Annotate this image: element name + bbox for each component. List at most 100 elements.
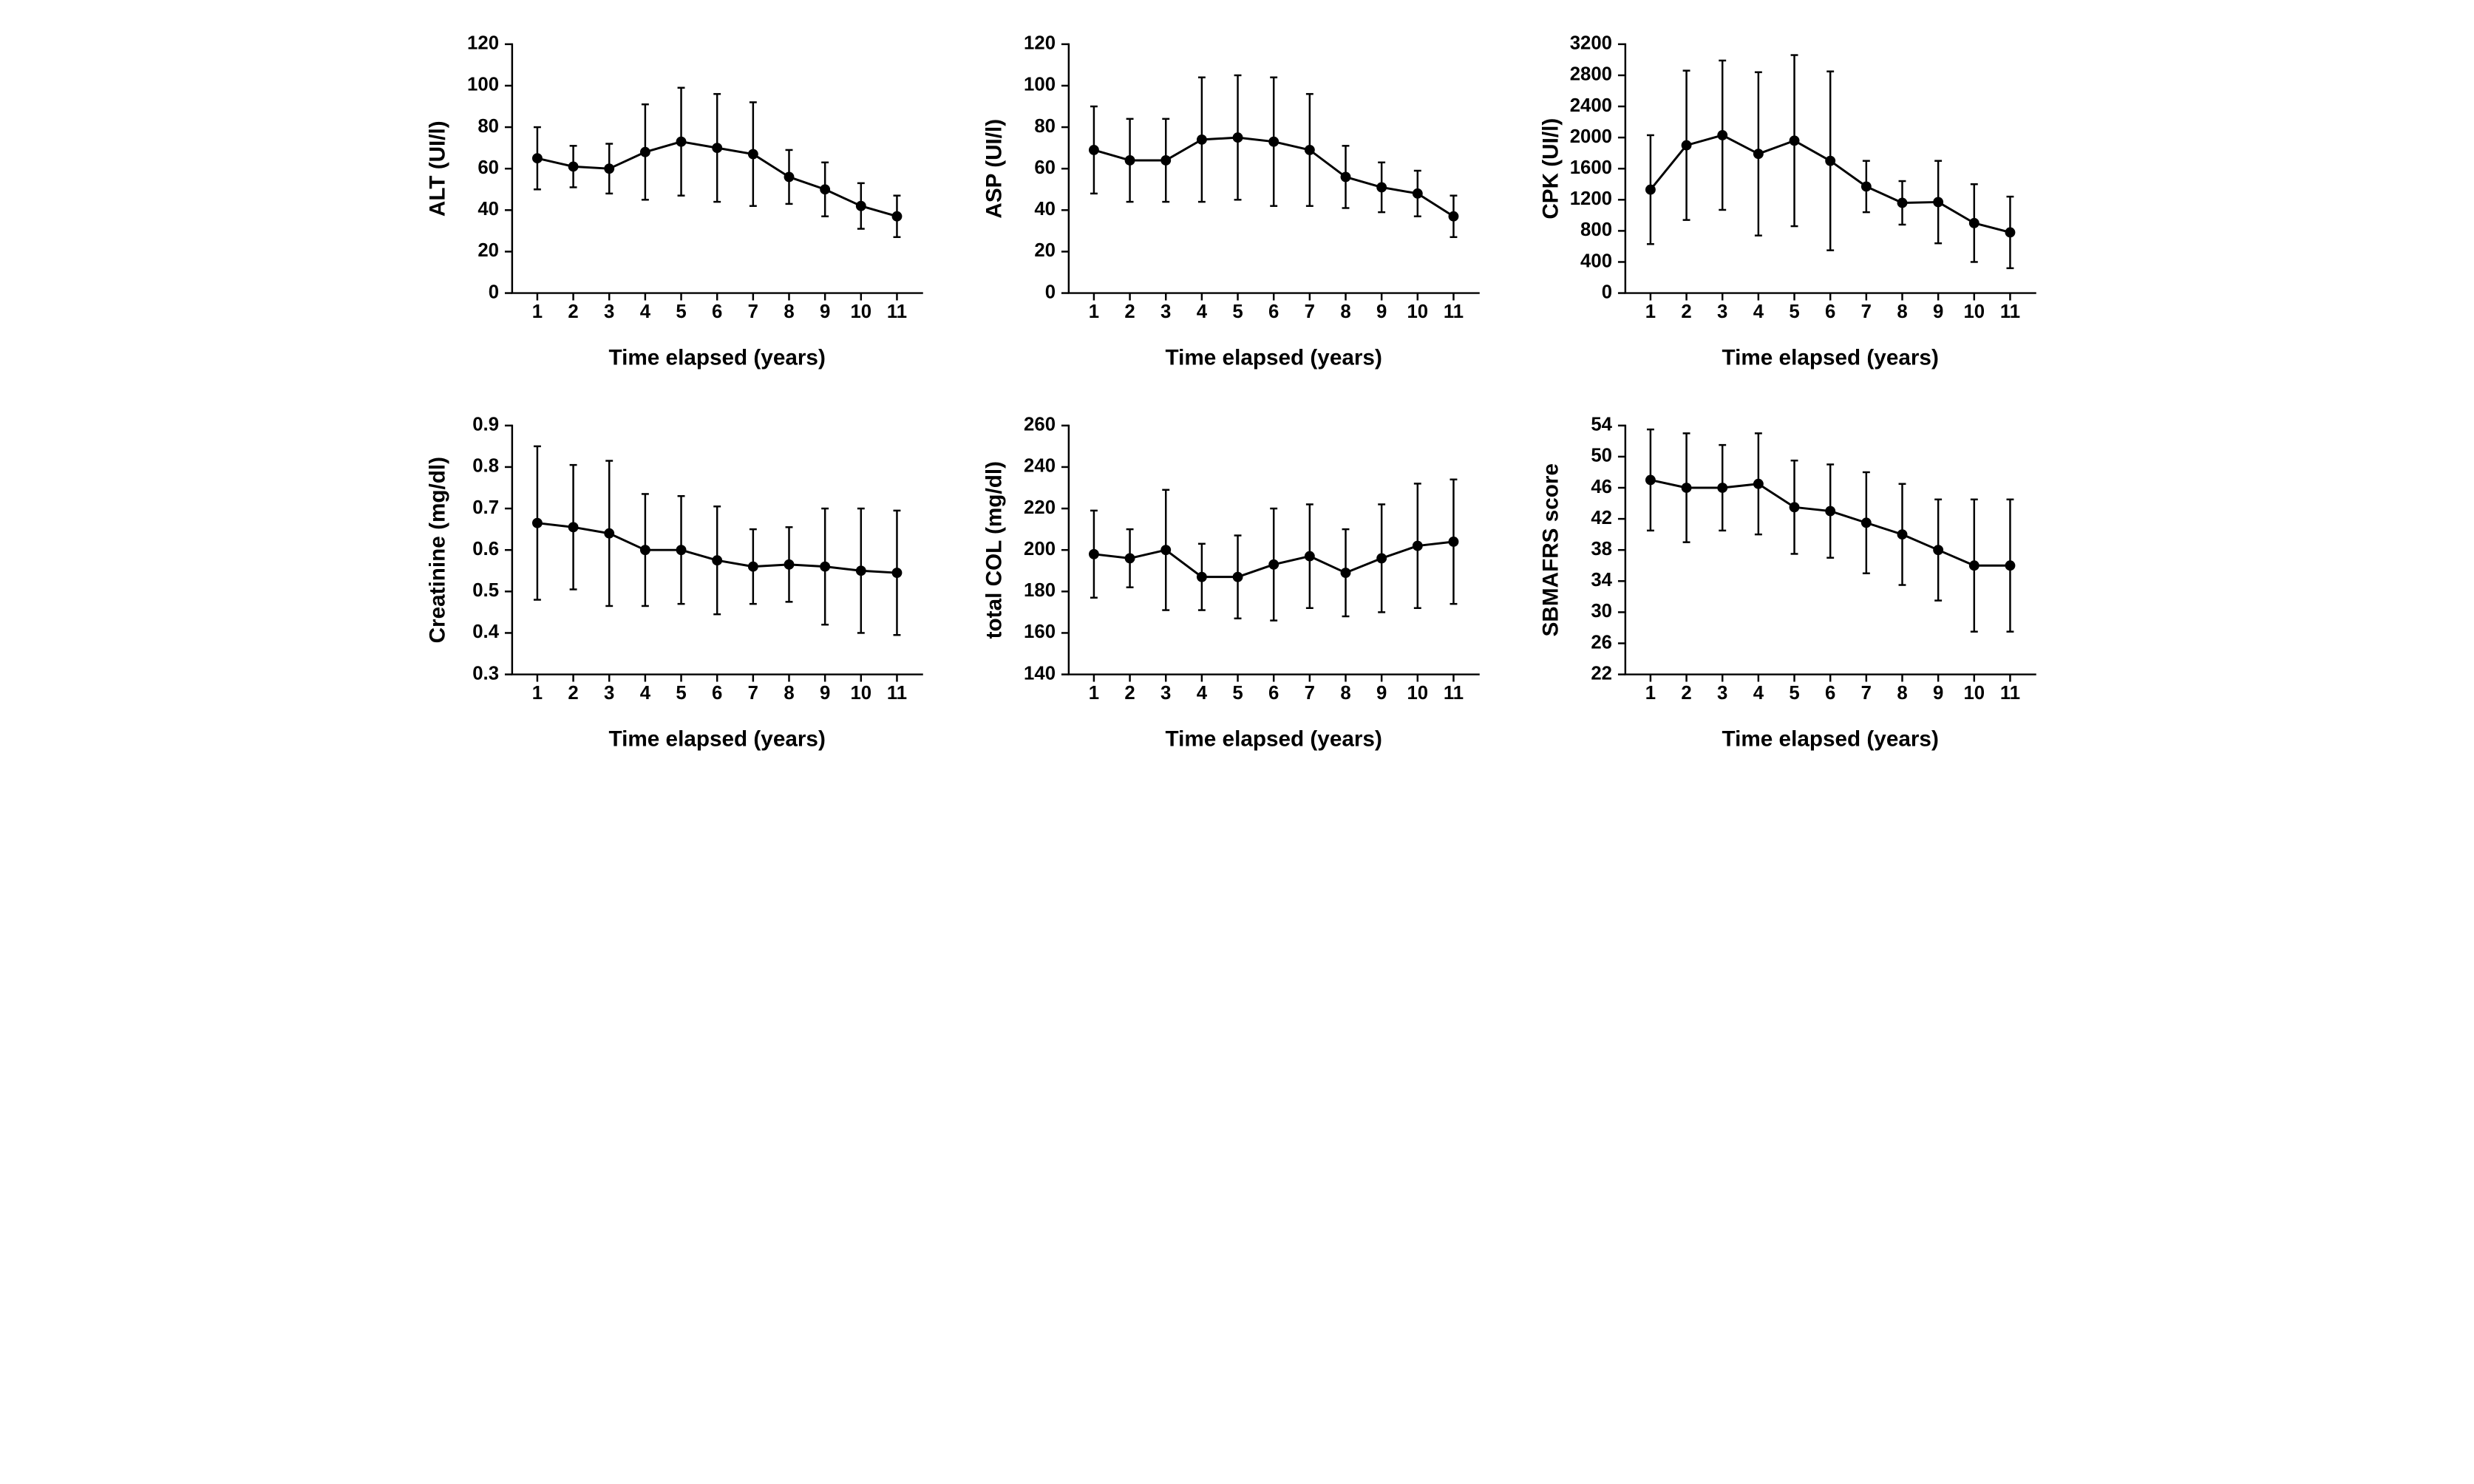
svg-text:60: 60 [1034, 157, 1056, 178]
svg-text:50: 50 [1591, 445, 1613, 466]
svg-text:7: 7 [1861, 683, 1872, 704]
svg-text:8: 8 [784, 683, 794, 704]
svg-text:26: 26 [1591, 632, 1613, 653]
chart-grid: 0204060801001201234567891011ALT (UI/l)Ti… [424, 30, 2050, 755]
x-axis-label: Time elapsed (years) [1165, 346, 1382, 370]
svg-text:8: 8 [784, 302, 794, 322]
svg-text:7: 7 [1861, 302, 1872, 322]
svg-text:2: 2 [1682, 683, 1692, 704]
svg-text:22: 22 [1591, 663, 1613, 684]
svg-text:0.6: 0.6 [472, 538, 499, 559]
panel-cpk: 0400800120016002000240028003200123456789… [1537, 30, 2050, 374]
svg-text:11: 11 [886, 302, 906, 322]
y-axis-label: SBMAFRS score [1539, 463, 1563, 636]
svg-text:4: 4 [1753, 683, 1764, 704]
svg-text:11: 11 [1444, 683, 1464, 704]
svg-text:2: 2 [568, 683, 578, 704]
svg-text:5: 5 [1790, 302, 1800, 322]
svg-text:0.5: 0.5 [472, 580, 499, 601]
panel-alt: 0204060801001201234567891011ALT (UI/l)Ti… [424, 30, 937, 374]
svg-text:3200: 3200 [1570, 33, 1612, 54]
svg-text:140: 140 [1024, 663, 1056, 684]
svg-text:1600: 1600 [1570, 157, 1612, 178]
y-axis-label: CPK (UI/l) [1539, 118, 1563, 219]
svg-text:5: 5 [676, 683, 686, 704]
svg-text:11: 11 [2000, 302, 2020, 322]
svg-text:2: 2 [1124, 302, 1135, 322]
svg-text:2800: 2800 [1570, 64, 1612, 85]
svg-text:60: 60 [478, 157, 499, 178]
svg-text:10: 10 [1964, 302, 1985, 322]
svg-text:40: 40 [1034, 199, 1056, 219]
svg-text:11: 11 [886, 683, 906, 704]
svg-text:6: 6 [1268, 302, 1279, 322]
svg-text:200: 200 [1024, 538, 1056, 559]
svg-text:0.8: 0.8 [472, 455, 499, 476]
x-axis-label: Time elapsed (years) [608, 726, 825, 751]
svg-text:0.3: 0.3 [472, 663, 499, 684]
x-axis-label: Time elapsed (years) [608, 346, 825, 370]
svg-text:10: 10 [850, 683, 871, 704]
svg-text:400: 400 [1580, 251, 1612, 271]
svg-text:220: 220 [1024, 497, 1056, 517]
svg-text:10: 10 [1407, 302, 1428, 322]
panel-wrapper-asp: 0204060801001201234567891011ASP (UI/l)Ti… [981, 30, 1493, 374]
svg-text:0: 0 [488, 282, 498, 302]
svg-text:4: 4 [1197, 302, 1208, 322]
svg-text:2400: 2400 [1570, 95, 1612, 116]
svg-text:10: 10 [1964, 683, 1985, 704]
svg-text:80: 80 [1034, 116, 1056, 137]
svg-text:4: 4 [1197, 683, 1208, 704]
svg-text:10: 10 [850, 302, 871, 322]
svg-text:6: 6 [1825, 683, 1835, 704]
svg-text:3: 3 [1160, 683, 1171, 704]
y-axis-label: total COL (mg/dl) [982, 461, 1007, 639]
svg-text:11: 11 [2000, 683, 2020, 704]
panel-creatinine: 0.30.40.50.60.70.80.91234567891011Creati… [424, 411, 937, 755]
svg-text:4: 4 [1753, 302, 1764, 322]
panel-asp: 0204060801001201234567891011ASP (UI/l)Ti… [981, 30, 1493, 374]
svg-text:3: 3 [1717, 302, 1727, 322]
svg-text:9: 9 [1933, 683, 1943, 704]
svg-text:9: 9 [1933, 302, 1943, 322]
svg-text:11: 11 [1444, 302, 1464, 322]
svg-text:3: 3 [1160, 302, 1171, 322]
x-axis-label: Time elapsed (years) [1722, 346, 1939, 370]
svg-text:4: 4 [639, 302, 650, 322]
y-axis-label: ASP (UI/l) [982, 119, 1007, 219]
svg-text:8: 8 [1897, 683, 1907, 704]
svg-text:120: 120 [1024, 33, 1056, 54]
svg-text:0: 0 [1045, 282, 1056, 302]
x-axis-label: Time elapsed (years) [1165, 726, 1382, 751]
svg-text:1: 1 [531, 302, 542, 322]
svg-text:2: 2 [1682, 302, 1692, 322]
svg-text:42: 42 [1591, 507, 1613, 528]
svg-text:1: 1 [1645, 683, 1656, 704]
svg-text:1: 1 [1089, 683, 1099, 704]
svg-text:40: 40 [478, 199, 499, 219]
svg-text:30: 30 [1591, 601, 1613, 622]
svg-text:20: 20 [478, 240, 499, 261]
svg-text:0.7: 0.7 [472, 497, 499, 517]
svg-text:1: 1 [531, 683, 542, 704]
svg-text:1200: 1200 [1570, 188, 1612, 209]
svg-text:6: 6 [1268, 683, 1279, 704]
svg-text:5: 5 [676, 302, 686, 322]
y-axis-label: ALT (UI/l) [425, 120, 449, 217]
svg-text:2000: 2000 [1570, 126, 1612, 147]
svg-text:6: 6 [1825, 302, 1835, 322]
svg-text:2: 2 [568, 302, 578, 322]
svg-text:160: 160 [1024, 622, 1056, 642]
svg-text:5: 5 [1232, 302, 1243, 322]
panel-wrapper-col: 1401601802002202402601234567891011total … [981, 411, 1493, 755]
panel-wrapper-cpk: 0400800120016002000240028003200123456789… [1537, 30, 2050, 374]
svg-text:80: 80 [478, 116, 499, 137]
panel-wrapper-sbmafrs: 2226303438424650541234567891011SBMAFRS s… [1537, 411, 2050, 755]
svg-text:240: 240 [1024, 455, 1056, 476]
svg-text:1: 1 [1645, 302, 1656, 322]
svg-text:10: 10 [1407, 683, 1428, 704]
svg-text:120: 120 [467, 33, 499, 54]
svg-text:7: 7 [1305, 302, 1315, 322]
svg-text:0: 0 [1602, 282, 1612, 302]
svg-text:260: 260 [1024, 414, 1056, 435]
